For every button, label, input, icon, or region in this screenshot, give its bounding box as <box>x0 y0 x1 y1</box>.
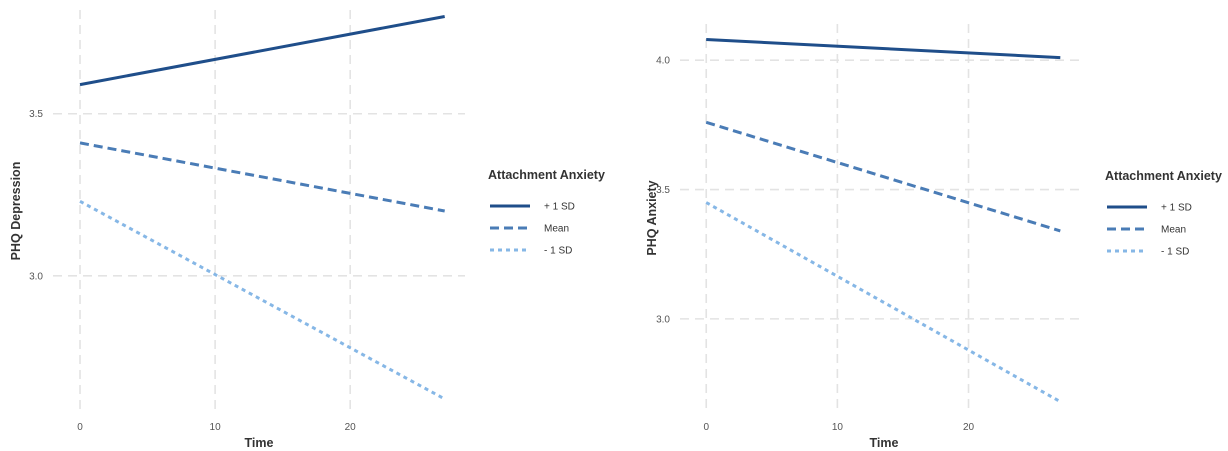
y-tick-label: 3.0 <box>29 271 43 282</box>
y-tick-label: 3.0 <box>656 314 670 325</box>
gridlines <box>680 24 1080 412</box>
legend-label-3: - 1 SD <box>544 246 572 257</box>
y-tick-label: 4.0 <box>656 56 670 67</box>
y-axis-title: PHQ Anxiety <box>645 180 659 255</box>
series-line-1 <box>706 38 1061 60</box>
y-tick-label: 3.5 <box>656 185 670 196</box>
legend-label-1: + 1 SD <box>1161 203 1192 214</box>
x-tick-label: 0 <box>77 422 83 433</box>
chart-panel-1: 0 10 20 3.0 3.5 Time PHQ Depression Attachment … <box>9 10 605 450</box>
x-tick-label: 10 <box>832 422 844 433</box>
series-line-3 <box>705 201 1062 404</box>
legend-title: Attachment Anxiety <box>1105 169 1222 183</box>
x-axis-title: Time <box>870 436 899 450</box>
legend-title: Attachment Anxiety <box>488 168 605 182</box>
legend: Attachment Anxiety + 1 SD Mean - 1 SD <box>488 168 605 257</box>
series-line-2 <box>705 120 1061 233</box>
x-tick-label: 20 <box>963 422 975 433</box>
gridlines <box>53 10 465 412</box>
x-tick-label: 10 <box>210 422 222 433</box>
legend-label-3: - 1 SD <box>1161 247 1189 258</box>
x-axis-title: Time <box>245 436 274 450</box>
series-line-1 <box>79 15 445 87</box>
y-axis-title: PHQ Depression <box>9 162 23 261</box>
x-tick-label: 0 <box>703 422 709 433</box>
series-line-3 <box>79 199 446 401</box>
x-tick-label: 20 <box>345 422 357 433</box>
legend-label-2: Mean <box>544 224 569 235</box>
chart-panel-2: 0 10 20 3.0 3.5 4.0 Time PHQ Anxiety Attachment … <box>645 24 1222 450</box>
legend: Attachment Anxiety + 1 SD Mean - 1 SD <box>1105 169 1222 258</box>
legend-label-1: + 1 SD <box>544 202 575 213</box>
legend-label-2: Mean <box>1161 225 1186 236</box>
y-tick-label: 3.5 <box>29 109 43 120</box>
series-line-2 <box>79 141 445 213</box>
